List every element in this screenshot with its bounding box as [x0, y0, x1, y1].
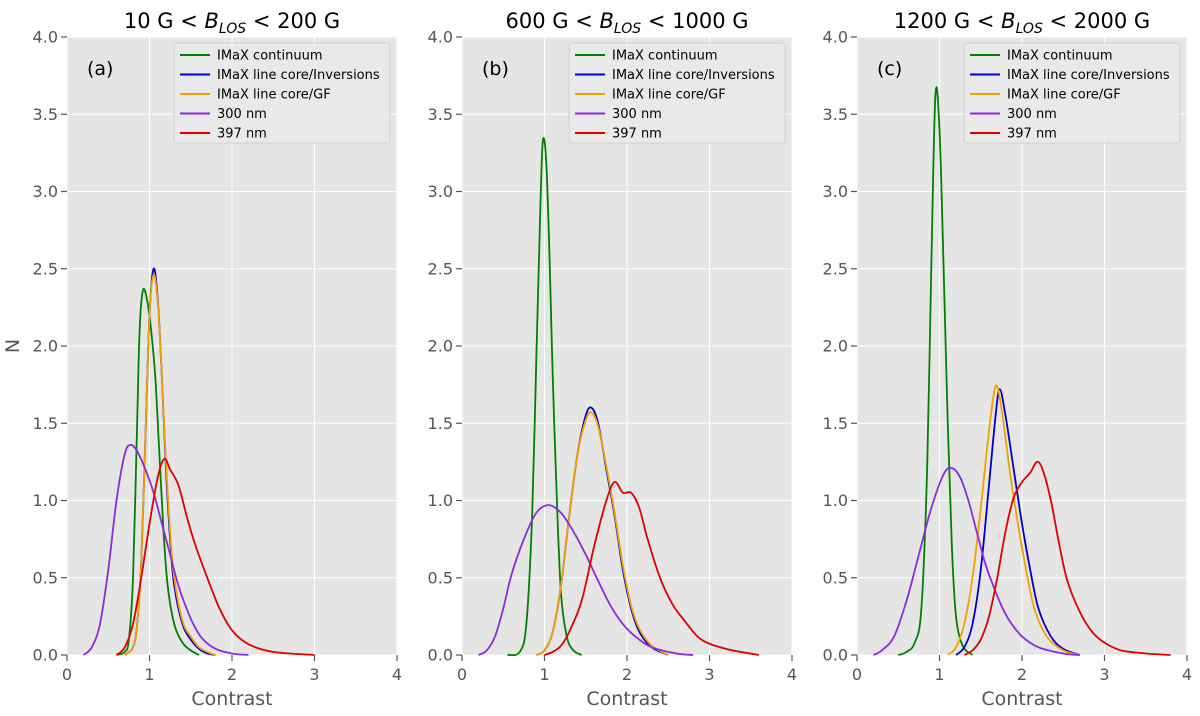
panel-label: (b)	[482, 58, 509, 80]
y-tick-label: 0.0	[823, 646, 848, 665]
x-tick-label: 4	[392, 665, 402, 684]
legend-frame	[963, 42, 1181, 144]
x-tick-label: 2	[227, 665, 237, 684]
y-tick-label: 0.5	[33, 568, 58, 587]
legend-label: 300 nm	[612, 107, 662, 122]
x-tick-label: 4	[787, 665, 797, 684]
series-line-1	[897, 86, 974, 656]
series-line-5	[544, 481, 760, 656]
legend: IMaX continuum IMaX line core/Inversions I…	[568, 42, 786, 144]
legend-frame	[173, 42, 391, 144]
y-tick-label: 2.5	[823, 259, 848, 278]
x-axis-label: Contrast	[586, 688, 667, 710]
legend-label: 300 nm	[1007, 107, 1057, 122]
x-tick-label: 2	[622, 665, 632, 684]
x-tick-label: 1	[934, 665, 944, 684]
series-line-4	[873, 466, 1080, 656]
legend-label: IMaX line core/Inversions	[1007, 68, 1170, 83]
legend-label: 397 nm	[1007, 127, 1057, 142]
panel-1: 0.0 0.5 1.0 1.5 2.0 2.5 3.0 3.5 4.0 0 1 2 3 4 Contrast…	[2, 9, 402, 710]
x-tick-label: 0	[852, 665, 862, 684]
legend: IMaX continuum IMaX line core/Inversions I…	[173, 42, 391, 144]
legend-label: IMaX line core/GF	[1007, 88, 1121, 103]
y-tick-label: 1.0	[428, 491, 453, 510]
y-tick-label: 4.0	[428, 28, 453, 47]
y-axis-label: N	[2, 339, 24, 353]
panel-3: 0.0 0.5 1.0 1.5 2.0 2.5 3.0 3.5 4.0 0 1 2 3 4 Contrast…	[823, 9, 1193, 710]
series-line-3	[535, 411, 669, 656]
legend-label: 397 nm	[217, 127, 267, 142]
series-line-1	[116, 287, 200, 656]
y-tick-label: 2.0	[33, 337, 58, 356]
x-tick-label: 3	[704, 665, 714, 684]
series-line-1	[507, 136, 583, 657]
series-line-5	[115, 457, 315, 656]
legend-frame	[568, 42, 786, 144]
chart-title: 600 G < BLOS < 1000 G	[505, 9, 748, 37]
y-tick-label: 2.0	[428, 337, 453, 356]
x-axis-label: Contrast	[981, 688, 1062, 710]
panel-label: (c)	[877, 58, 902, 80]
y-tick-label: 1.5	[428, 414, 453, 433]
series-line-3	[124, 273, 216, 656]
chart-title: 10 G < BLOS < 200 G	[124, 9, 340, 37]
x-tick-label: 3	[309, 665, 319, 684]
y-tick-label: 3.0	[33, 182, 58, 201]
y-tick-label: 1.5	[823, 414, 848, 433]
x-tick-label: 4	[1182, 665, 1192, 684]
series-line-4	[82, 443, 249, 656]
series-line-3	[947, 384, 1080, 656]
panel-label: (a)	[87, 58, 113, 80]
y-tick-label: 0.0	[428, 646, 453, 665]
y-tick-label: 3.5	[823, 105, 848, 124]
legend-label: IMaX continuum	[217, 49, 323, 64]
y-tick-label: 1.5	[33, 414, 58, 433]
y-tick-label: 2.0	[823, 337, 848, 356]
series-line-5	[963, 460, 1171, 656]
x-tick-label: 3	[1099, 665, 1109, 684]
legend-label: IMaX line core/Inversions	[217, 68, 380, 83]
x-tick-label: 1	[539, 665, 549, 684]
y-tick-label: 1.0	[33, 491, 58, 510]
y-tick-label: 0.5	[428, 568, 453, 587]
x-tick-label: 2	[1017, 665, 1027, 684]
y-tick-label: 2.5	[33, 259, 58, 278]
y-tick-label: 0.5	[823, 568, 848, 587]
legend: IMaX continuum IMaX line core/Inversions I…	[963, 42, 1181, 144]
legend-label: IMaX continuum	[1007, 49, 1113, 64]
series-line-2	[955, 388, 1081, 656]
y-tick-label: 1.0	[823, 491, 848, 510]
legend-label: 300 nm	[217, 107, 267, 122]
y-tick-label: 3.0	[428, 182, 453, 201]
y-tick-label: 3.0	[823, 182, 848, 201]
chart-title: 1200 G < BLOS < 2000 G	[894, 9, 1150, 37]
legend-label: IMaX continuum	[612, 49, 718, 64]
legend-label: IMaX line core/Inversions	[612, 68, 775, 83]
y-tick-label: 4.0	[823, 28, 848, 47]
y-tick-label: 0.0	[33, 646, 58, 665]
y-tick-label: 3.5	[33, 105, 58, 124]
series-line-4	[478, 504, 694, 656]
y-tick-label: 2.5	[428, 259, 453, 278]
x-tick-label: 1	[144, 665, 154, 684]
x-tick-label: 0	[62, 665, 72, 684]
x-tick-label: 0	[457, 665, 467, 684]
legend-label: IMaX line core/GF	[612, 88, 726, 103]
y-tick-label: 4.0	[33, 28, 58, 47]
y-tick-label: 3.5	[428, 105, 453, 124]
x-axis-label: Contrast	[191, 688, 272, 710]
legend-label: IMaX line core/GF	[217, 88, 331, 103]
legend-label: 397 nm	[612, 127, 662, 142]
panel-2: 0.0 0.5 1.0 1.5 2.0 2.5 3.0 3.5 4.0 0 1 2 3 4 Contrast…	[428, 9, 798, 710]
